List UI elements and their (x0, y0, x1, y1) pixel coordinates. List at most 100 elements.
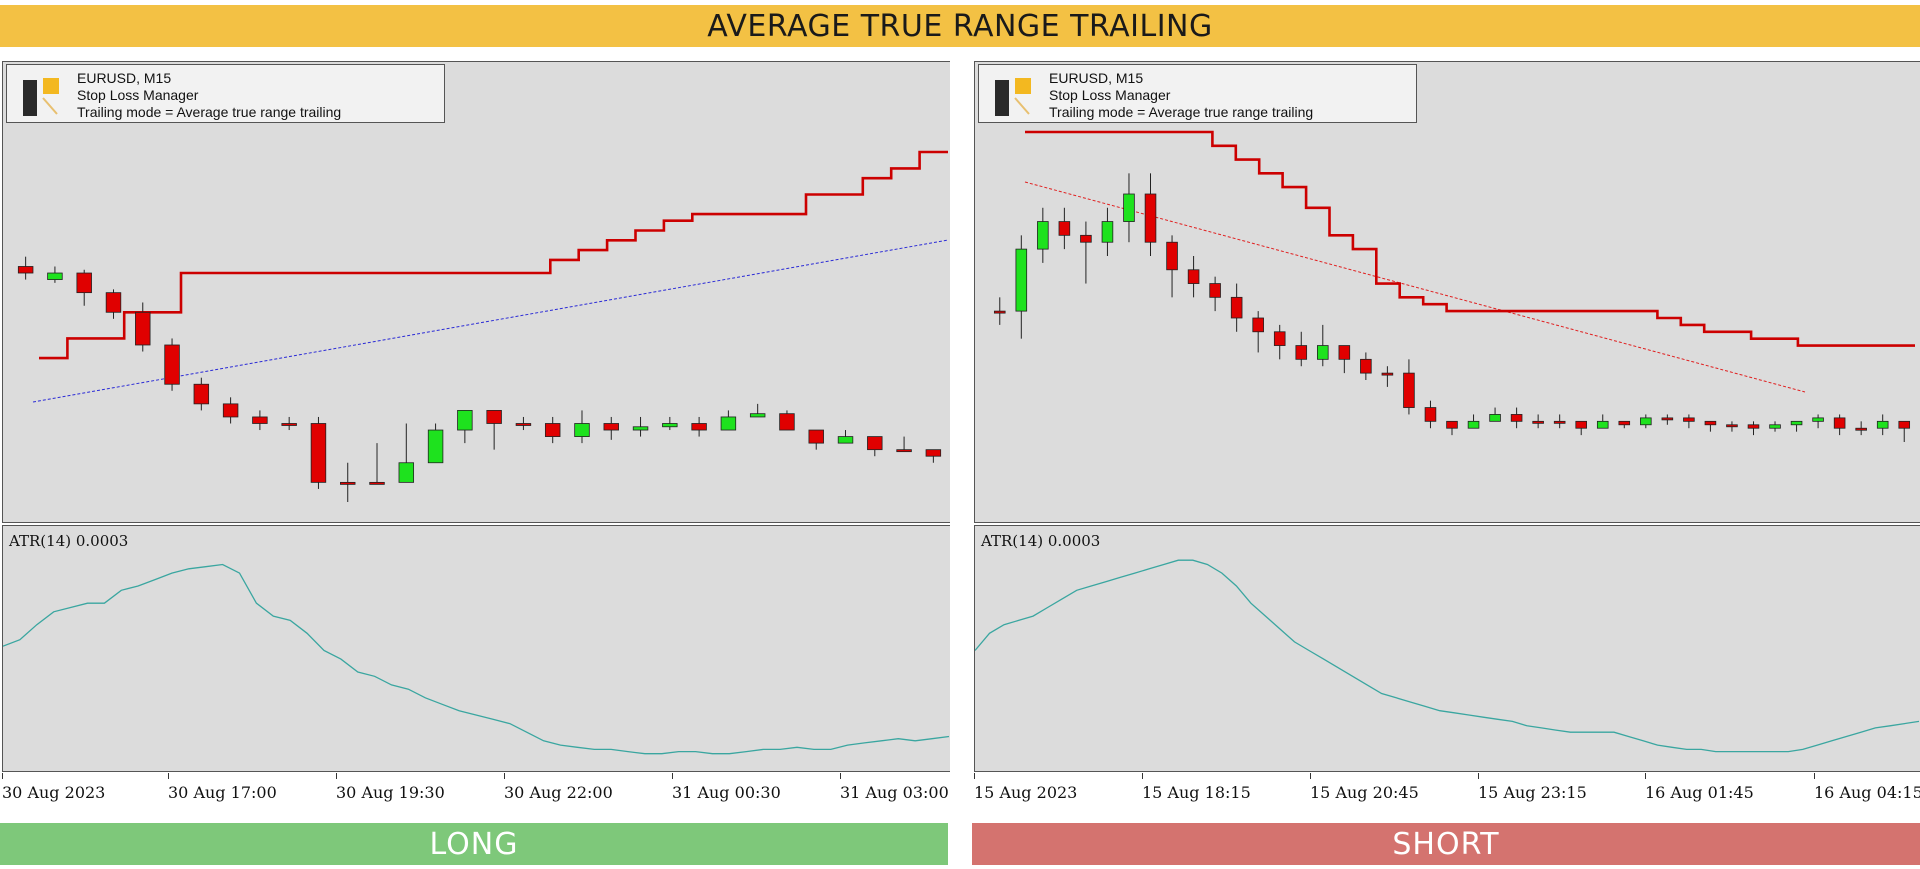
bull-candle (427, 429, 444, 464)
time-tick-mark (1142, 773, 1143, 779)
bear-candle (310, 423, 327, 483)
trailing-mode: Trailing mode = Average true range trail… (77, 104, 342, 120)
bear-candle (1618, 420, 1631, 426)
chart-info-box: EURUSD, M15 Stop Loss Manager Trailing m… (6, 64, 445, 123)
bull-candle (47, 272, 63, 280)
time-tick-mark (1645, 773, 1646, 779)
time-tick-label: 30 Aug 17:00 (168, 783, 277, 802)
time-tick-label: 31 Aug 03:00 (840, 783, 949, 802)
time-tick-mark (974, 773, 975, 779)
long-chart-panel: EURUSD, M15 Stop Loss Manager Trailing m… (0, 60, 950, 808)
time-tick-label: 30 Aug 19:30 (336, 783, 445, 802)
bull-candle (574, 423, 590, 437)
bull-candle (662, 423, 678, 428)
time-tick-mark (168, 773, 169, 779)
bull-candle (1876, 420, 1889, 429)
bull-candle (1596, 420, 1609, 429)
bull-candle (837, 436, 854, 444)
bear-candle (340, 481, 356, 485)
bear-candle (1510, 414, 1523, 422)
bear-candle (1532, 420, 1544, 424)
bear-candle (105, 292, 122, 313)
bear-candle (867, 436, 883, 451)
bear-candle (1209, 283, 1221, 298)
bear-candle (1898, 420, 1911, 429)
bear-candle (1295, 345, 1308, 360)
bear-candle (1166, 241, 1178, 271)
atr-chart-svg (975, 559, 1920, 753)
bear-candle (222, 403, 239, 418)
bear-candle (1704, 420, 1717, 426)
atr-indicator-area[interactable]: ATR(14) 0.0003 (974, 525, 1920, 772)
chart-symbol: EURUSD, M15 (77, 70, 172, 86)
bear-candle (1726, 424, 1738, 428)
bull-candle (1101, 221, 1114, 243)
bear-candle (17, 266, 34, 274)
atr-chart-svg (3, 563, 950, 755)
trailing-stop-line (39, 150, 948, 360)
time-tick-mark (504, 773, 505, 779)
bear-candle (1424, 407, 1437, 422)
bear-candle (691, 423, 707, 431)
bear-candle (1360, 358, 1372, 374)
bear-candle (1273, 331, 1286, 346)
time-tick-label: 16 Aug 04:15 (1814, 783, 1920, 802)
bear-candle (808, 429, 824, 444)
bear-candle (779, 413, 795, 431)
bear-candle (1252, 317, 1264, 333)
atr-line (975, 559, 1920, 753)
bear-candle (1553, 420, 1566, 424)
time-axis: 30 Aug 2023 30 Aug 17:00 30 Aug 19:30 30 Au… (0, 773, 950, 808)
bear-candle (1381, 372, 1394, 376)
stop-loss-manager-logo-icon (995, 78, 1031, 116)
bear-candle (896, 449, 912, 453)
time-tick-mark (672, 773, 673, 779)
price-chart-svg (993, 130, 1915, 442)
bear-candle (281, 423, 297, 426)
bear-candle (1855, 427, 1867, 431)
bull-candle (1640, 417, 1652, 426)
atr-indicator-area[interactable]: ATR(14) 0.0003 (2, 525, 950, 772)
time-tick-label: 15 Aug 2023 (974, 783, 1078, 802)
bull-candle (1015, 248, 1028, 312)
bull-candle (1769, 424, 1781, 429)
time-tick-mark (2, 773, 3, 779)
time-tick-label: 15 Aug 18:15 (1142, 783, 1251, 802)
time-tick-mark (336, 773, 337, 779)
bear-candle (515, 423, 532, 426)
bull-candle (1317, 345, 1329, 360)
bear-candle (1187, 269, 1200, 284)
bear-candle (1144, 193, 1157, 243)
atr-label: ATR(14) 0.0003 (9, 532, 129, 550)
time-tick-mark (1478, 773, 1479, 779)
bull-candle (749, 413, 766, 418)
price-chart-area[interactable]: EURUSD, M15 Stop Loss Manager Trailing m… (974, 61, 1920, 523)
time-tick-mark (1310, 773, 1311, 779)
bear-candle (164, 344, 180, 385)
atr-line (3, 563, 950, 755)
bear-candle (603, 423, 619, 431)
atr-label: ATR(14) 0.0003 (981, 532, 1101, 550)
bear-candle (1575, 420, 1587, 429)
trailing-stop-line (1025, 130, 1915, 347)
time-tick-label: 30 Aug 22:00 (504, 783, 613, 802)
bear-candle (369, 481, 385, 485)
bull-candle (1790, 420, 1803, 426)
bear-candle (1661, 417, 1674, 421)
time-axis: 15 Aug 2023 15 Aug 18:15 15 Aug 20:45 15 Au… (972, 773, 1920, 808)
bear-candle (1230, 296, 1243, 319)
time-tick-label: 15 Aug 20:45 (1310, 783, 1419, 802)
bull-candle (398, 462, 415, 483)
bear-candle (1403, 372, 1415, 408)
bull-candle (1037, 221, 1049, 250)
trend-dotted-line (1024, 181, 1806, 393)
price-chart-svg (17, 150, 949, 502)
bull-candle (1812, 417, 1824, 422)
bear-candle (544, 423, 561, 437)
bull-candle (632, 426, 649, 431)
time-tick-label: 31 Aug 00:30 (672, 783, 781, 802)
price-chart-area[interactable]: EURUSD, M15 Stop Loss Manager Trailing m… (2, 61, 950, 523)
chart-symbol: EURUSD, M15 (1049, 70, 1144, 86)
bear-candle (1080, 234, 1092, 243)
bear-candle (135, 311, 151, 346)
